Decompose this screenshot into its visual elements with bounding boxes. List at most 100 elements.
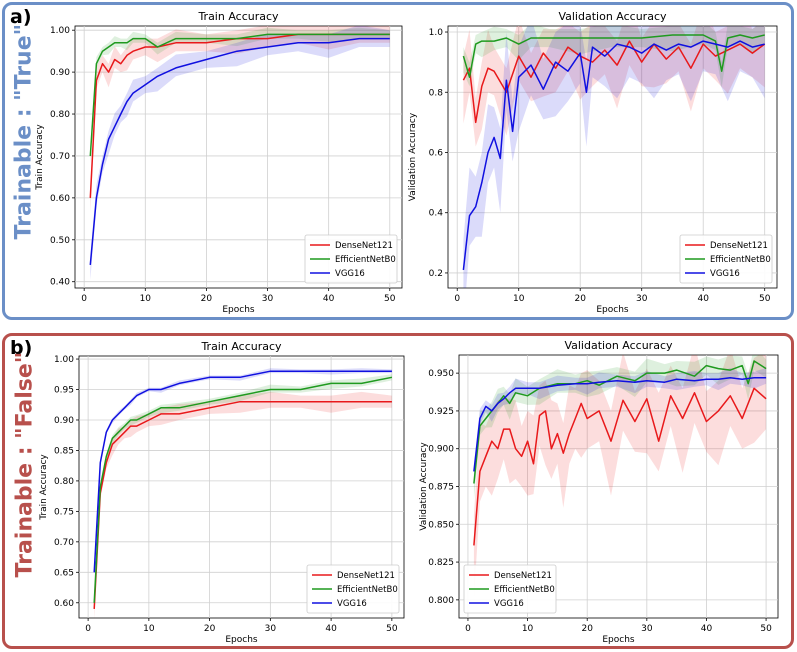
line-vgg16 [93, 370, 392, 573]
legend-label-efficientnetb0: EfficientNetB0 [494, 585, 555, 595]
y-tick-label: 0.65 [54, 568, 74, 578]
y-tick-label: 0.6 [429, 148, 444, 158]
band-vgg16 [463, 26, 765, 288]
line-efficientnetb0 [473, 360, 767, 484]
x-axis-label: Epochs [225, 635, 258, 645]
y-tick-label: 1.00 [54, 355, 74, 365]
chart-b-val: 0 10 20 30 40 50 0.800 0.825 0.850 0.875 0.900 0.92… [419, 339, 779, 645]
y-tick-label: 0.2 [429, 269, 443, 279]
x-tick-label: 10 [522, 624, 534, 634]
y-axis-label: Train Accuracy [39, 454, 49, 521]
x-tick-label: 40 [697, 294, 709, 304]
y-axis-label: Validation Accuracy [408, 112, 418, 201]
x-tick-label: 50 [760, 624, 772, 634]
x-tick-label: 40 [701, 624, 713, 634]
legend-box [679, 234, 773, 284]
x-tick-label: 0 [465, 624, 471, 634]
x-tick-label: 30 [636, 294, 648, 304]
panel-b-label: b) [10, 337, 33, 359]
line-efficientnetb0 [462, 34, 765, 78]
y-tick-label: 0.70 [54, 538, 74, 548]
line-densenet121 [473, 387, 767, 546]
x-tick-label: 10 [143, 624, 155, 634]
x-tick-label: 0 [81, 294, 87, 304]
y-tick-label: 0.40 [50, 278, 70, 288]
legend-label-vgg16: VGG16 [494, 599, 524, 609]
legend: DenseNet121 EfficientNetB0 VGG16 [463, 564, 557, 614]
panel-b [2, 333, 794, 649]
plot-area [93, 368, 393, 618]
y-tick-label: 0.80 [50, 110, 70, 120]
x-tick-label: 10 [140, 294, 152, 304]
y-tick-label: 0.75 [54, 507, 74, 517]
x-axis-label: Epochs [602, 635, 635, 645]
legend-label-efficientnetb0: EfficientNetB0 [710, 255, 771, 265]
legend-label-vgg16: VGG16 [335, 269, 365, 279]
x-tick-label: 20 [581, 624, 593, 634]
plot-area [462, 26, 766, 288]
chart-title: Validation Accuracy [564, 339, 673, 352]
x-tick-label: 0 [454, 294, 460, 304]
y-tick-label: 0.80 [54, 477, 74, 487]
x-axis-label: Epochs [222, 305, 255, 315]
x-tick-label: 30 [641, 624, 653, 634]
x-tick-label: 10 [513, 294, 525, 304]
x-tick-label: 50 [759, 294, 771, 304]
x-tick-label: 50 [386, 624, 398, 634]
y-tick-label: 0.950 [428, 369, 454, 379]
x-tick-label: 40 [325, 624, 337, 634]
chart-title: Train Accuracy [197, 10, 279, 23]
y-tick-label: 0.4 [429, 209, 444, 219]
band-densenet121 [463, 26, 765, 147]
y-tick-label: 0.90 [54, 416, 74, 426]
band-efficientnetb0 [473, 355, 767, 500]
panel-a [2, 2, 794, 320]
y-tick-label: 0.8 [429, 88, 444, 98]
x-tick-label: 20 [204, 624, 216, 634]
y-axis-label: Validation Accuracy [419, 442, 429, 531]
y-tick-label: 0.90 [50, 68, 70, 78]
line-vgg16 [473, 376, 767, 472]
y-tick-label: 1.00 [50, 26, 70, 36]
band-efficientnetb0 [90, 27, 390, 164]
legend-label-efficientnetb0: EfficientNetB0 [335, 255, 396, 265]
x-tick-label: 20 [201, 294, 213, 304]
band-vgg16 [473, 368, 767, 483]
y-tick-label: 0.825 [428, 558, 454, 568]
y-tick-label: 0.925 [428, 407, 454, 417]
panel-a-label: a) [10, 6, 32, 28]
chart-a-train: 0 10 20 30 40 50 0.40 0.50 0.60 0.70 0.80 0.90 1.00 T… [35, 10, 403, 315]
y-tick-label: 0.900 [428, 445, 454, 455]
plot-area [89, 26, 390, 280]
legend-label-densenet121: DenseNet121 [710, 241, 768, 251]
legend-label-densenet121: DenseNet121 [335, 241, 393, 251]
line-efficientnetb0 [89, 33, 390, 157]
y-tick-label: 0.50 [50, 236, 70, 246]
x-tick-label: 0 [85, 624, 91, 634]
line-densenet121 [462, 40, 766, 124]
legend-box [306, 564, 400, 614]
legend-box [304, 234, 398, 284]
y-tick-label: 1.0 [429, 28, 444, 38]
legend-label-vgg16: VGG16 [710, 269, 740, 279]
line-efficientnetb0 [93, 376, 393, 603]
legend: DenseNet121 EfficientNetB0 VGG16 [306, 564, 400, 614]
y-tick-label: 0.800 [428, 596, 454, 606]
legend-box [463, 564, 557, 614]
line-vgg16 [462, 40, 765, 270]
chart-b-train: 0 10 20 30 40 50 0.60 0.65 0.70 0.75 0.80 0.85 0.90 0… [39, 340, 405, 645]
legend-label-densenet121: DenseNet121 [494, 571, 552, 581]
legend-label-vgg16: VGG16 [337, 599, 367, 609]
y-axis-label: Train Accuracy [35, 124, 45, 191]
x-tick-label: 40 [323, 294, 335, 304]
y-tick-label: 0.850 [428, 520, 454, 530]
chart-a-val: 0 10 20 30 40 50 0.2 0.4 0.6 0.8 1.0 Validation Acc… [408, 10, 778, 315]
legend-label-efficientnetb0: EfficientNetB0 [337, 585, 398, 595]
y-tick-label: 0.875 [428, 483, 454, 493]
line-densenet121 [93, 400, 392, 609]
y-tick-label: 0.60 [50, 194, 70, 204]
x-tick-label: 30 [262, 294, 274, 304]
y-tick-label: 0.70 [50, 152, 70, 162]
x-tick-label: 30 [265, 624, 277, 634]
